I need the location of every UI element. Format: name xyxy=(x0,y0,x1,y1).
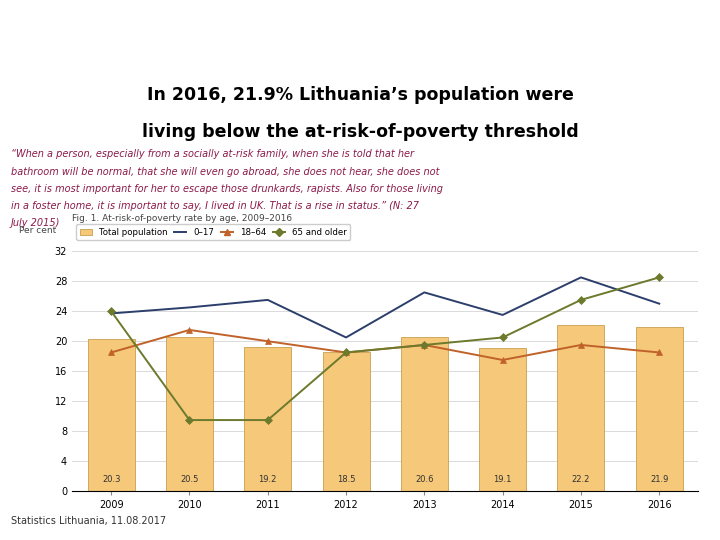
Text: 20.6: 20.6 xyxy=(415,475,433,484)
Text: see, it is most important for her to escape those drunkards, rapists. Also for t: see, it is most important for her to esc… xyxy=(11,184,443,194)
Text: Fig. 1. At-risk-of-poverty rate by age, 2009–2016: Fig. 1. At-risk-of-poverty rate by age, … xyxy=(72,213,292,222)
Bar xyxy=(88,339,135,491)
Bar xyxy=(480,348,526,491)
Text: 19.2: 19.2 xyxy=(258,475,277,484)
Text: living below the at-risk-of-poverty threshold: living below the at-risk-of-poverty thre… xyxy=(142,123,578,141)
Text: etninių tyrimų: etninių tyrimų xyxy=(621,24,698,33)
Text: In 2016, 21.9% Lithuania’s population were: In 2016, 21.9% Lithuania’s population we… xyxy=(147,86,573,104)
Text: Per cent: Per cent xyxy=(19,226,56,235)
Text: Statistics Lithuania, 11.08.2017: Statistics Lithuania, 11.08.2017 xyxy=(11,516,166,526)
Text: bathroom will be normal, that she will even go abroad, she does not hear, she do: bathroom will be normal, that she will e… xyxy=(11,166,439,177)
Text: 22.2: 22.2 xyxy=(572,475,590,484)
Text: 21.9: 21.9 xyxy=(650,475,668,484)
Text: July 2015): July 2015) xyxy=(11,218,60,228)
Text: 20.3: 20.3 xyxy=(102,475,120,484)
Bar xyxy=(166,338,213,491)
Text: 19.1: 19.1 xyxy=(493,475,512,484)
Text: in a foster home, it is important to say, I lived in UK. That is a rise in statu: in a foster home, it is important to say… xyxy=(11,201,419,211)
Text: N: N xyxy=(83,24,100,44)
Bar xyxy=(636,327,683,491)
Bar xyxy=(557,325,605,491)
Text: 20.5: 20.5 xyxy=(180,475,199,484)
Bar xyxy=(323,353,369,491)
Legend: Total population, 0–17, 18–64, 65 and older: Total population, 0–17, 18–64, 65 and ol… xyxy=(76,224,350,240)
Text: ·: · xyxy=(112,11,117,29)
Bar xyxy=(401,337,448,491)
Bar xyxy=(244,347,291,491)
Text: “When a person, especially from a socially at-risk family, when she is told that: “When a person, especially from a social… xyxy=(11,150,414,159)
Text: institutas: institutas xyxy=(642,42,698,51)
Text: 18.5: 18.5 xyxy=(337,475,355,484)
